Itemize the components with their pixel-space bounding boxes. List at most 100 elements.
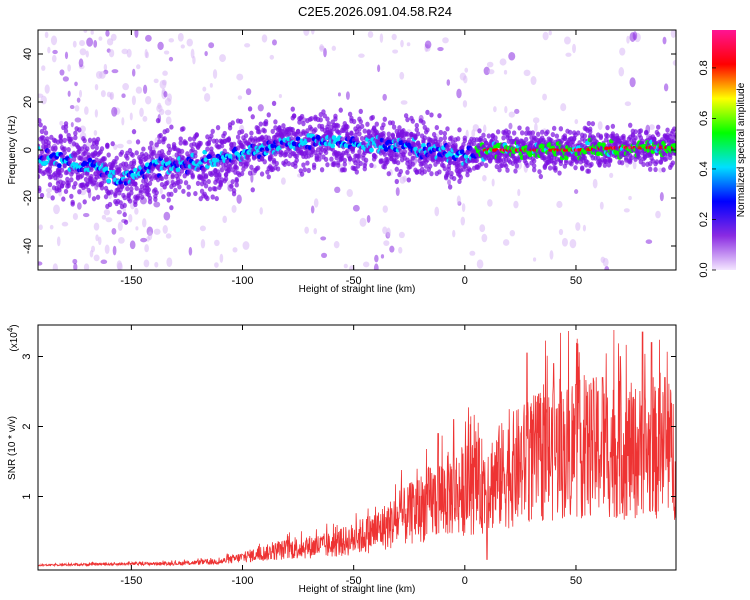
spectrogram-band-cell (91, 196, 97, 202)
spectrogram-band-cell (299, 113, 305, 120)
spectrogram-x-tick-label: 0 (462, 275, 468, 287)
spectrogram-core-cell (595, 151, 601, 157)
spectrogram-band-cell (567, 129, 573, 135)
spectrogram-band-cell (467, 167, 473, 173)
spectrogram-band-cell (262, 159, 267, 165)
spectrogram-band-cell (323, 156, 329, 163)
spectrogram-band-cell (449, 170, 454, 177)
spectrogram-panel: -150 -100 -50 0 50 -40 -20 0 20 40 Height of str… (7, 29, 677, 295)
spectrogram-band-cell (406, 137, 411, 143)
spectrogram-band-cell (258, 121, 263, 127)
spectrogram-band-cell (130, 152, 135, 158)
spectrogram-noise-cell (145, 34, 152, 42)
spectrogram-band-cell (461, 141, 466, 148)
spectrogram-noise-cell (67, 90, 71, 97)
spectrogram-band-cell (363, 157, 369, 163)
spectrogram-noise-cell (333, 241, 340, 249)
spectrogram-noise-cell (134, 207, 139, 215)
spectrogram-noise-cell (94, 83, 99, 91)
spectrogram-noise-cell (100, 90, 106, 98)
spectrogram-noise-cell (46, 191, 51, 199)
spectrogram-band-cell (514, 163, 520, 169)
spectrogram-noise-cell (460, 216, 466, 226)
spectrogram-noise-cell (602, 257, 609, 267)
snr-panel: -150 -100 -50 0 50 1 2 3 Height of straight li… (6, 324, 677, 595)
spectrogram-band-cell (133, 181, 138, 187)
spectrogram-band-cell (234, 182, 239, 188)
spectrogram-band-cell (82, 138, 87, 144)
spectrogram-band-cell (89, 173, 94, 180)
spectrogram-noise-cell (90, 30, 94, 35)
spectrogram-band-cell (410, 161, 415, 167)
spectrogram-noise-cell (382, 93, 387, 101)
spectrogram-band-cell (570, 142, 576, 149)
spectrogram-noise-cell (164, 109, 172, 116)
spectrogram-band-cell (162, 136, 167, 142)
spectrogram-band-cell (159, 175, 165, 182)
spectrogram-band-cell (166, 197, 171, 203)
spectrogram-noise-cell (424, 40, 432, 49)
spectrogram-band-cell (203, 174, 209, 180)
spectrogram-band-cell (438, 129, 444, 136)
spectrogram-band-cell (633, 135, 638, 141)
spectrogram-band-cell (149, 140, 154, 146)
spectrogram-band-cell (38, 122, 43, 128)
spectrogram-noise-cell (374, 254, 379, 263)
spectrogram-band-cell (169, 191, 174, 197)
spectrogram-band-cell (86, 187, 91, 193)
colorbar-tick-label: 0.0 (698, 262, 710, 277)
spectrogram-band-cell (94, 157, 99, 163)
spectrogram-noise-cell (108, 49, 115, 58)
spectrogram-band-cell (434, 124, 440, 131)
spectrogram-noise-cell (143, 259, 150, 268)
spectrogram-noise-cell (126, 139, 133, 145)
spectrogram-marks (38, 30, 676, 270)
spectrogram-band-cell (169, 205, 174, 211)
spectrogram-band-cell (530, 130, 536, 136)
spectrogram-noise-cell (236, 73, 244, 81)
spectrogram-core-cell (671, 143, 676, 148)
spectrogram-noise-cell (98, 236, 102, 246)
spectrogram-band-cell (654, 159, 660, 165)
spectrogram-band-cell (129, 190, 134, 196)
spectrogram-noise-cell (51, 54, 57, 63)
spectrogram-noise-cell (624, 101, 632, 107)
spectrogram-band-cell (39, 192, 45, 199)
spectrogram-band-cell (177, 184, 182, 190)
spectrogram-band-cell (193, 153, 198, 159)
spectrogram-band-cell (66, 132, 71, 138)
spectrogram-band-cell (305, 160, 310, 166)
spectrogram-noise-cell (548, 30, 552, 36)
spectrogram-noise-cell (93, 130, 98, 136)
spectrogram-noise-cell (491, 178, 495, 187)
spectrogram-noise-cell (655, 210, 661, 219)
spectrogram-noise-cell (269, 54, 275, 60)
spectrogram-band-cell (345, 148, 350, 154)
spectrogram-noise-cell (623, 208, 630, 213)
spectrogram-noise-cell (513, 200, 519, 209)
spectrogram-noise-cell (59, 69, 65, 76)
spectrogram-noise-cell (145, 96, 152, 105)
spectrogram-noise-cell (204, 92, 211, 102)
spectrogram-x-tick-label: 50 (570, 275, 582, 287)
spectrogram-band-cell (122, 211, 127, 218)
spectrogram-noise-cell (592, 178, 598, 189)
spectrogram-band-cell (301, 162, 306, 168)
spectrogram-band-cell (73, 130, 78, 136)
spectrogram-band-cell (178, 140, 183, 146)
snr-y-label: SNR (10 * v/v) (7, 416, 18, 480)
spectrogram-band-cell (146, 187, 151, 193)
spectrogram-noise-cell (569, 238, 577, 249)
spectrogram-noise-cell (214, 262, 219, 268)
spectrogram-noise-cell (271, 39, 277, 46)
spectrogram-noise-cell (41, 65, 46, 71)
spectrogram-band-cell (386, 135, 391, 142)
spectrogram-band-cell (149, 176, 154, 182)
spectrogram-noise-cell (597, 121, 603, 130)
snr-x-label: Height of straight line (km) (299, 584, 416, 595)
spectrogram-noise-cell (459, 72, 467, 81)
spectrogram-band-cell (349, 115, 354, 121)
spectrogram-band-cell (294, 153, 299, 159)
spectrogram-band-cell (395, 160, 401, 166)
spectrogram-band-cell (422, 135, 428, 141)
